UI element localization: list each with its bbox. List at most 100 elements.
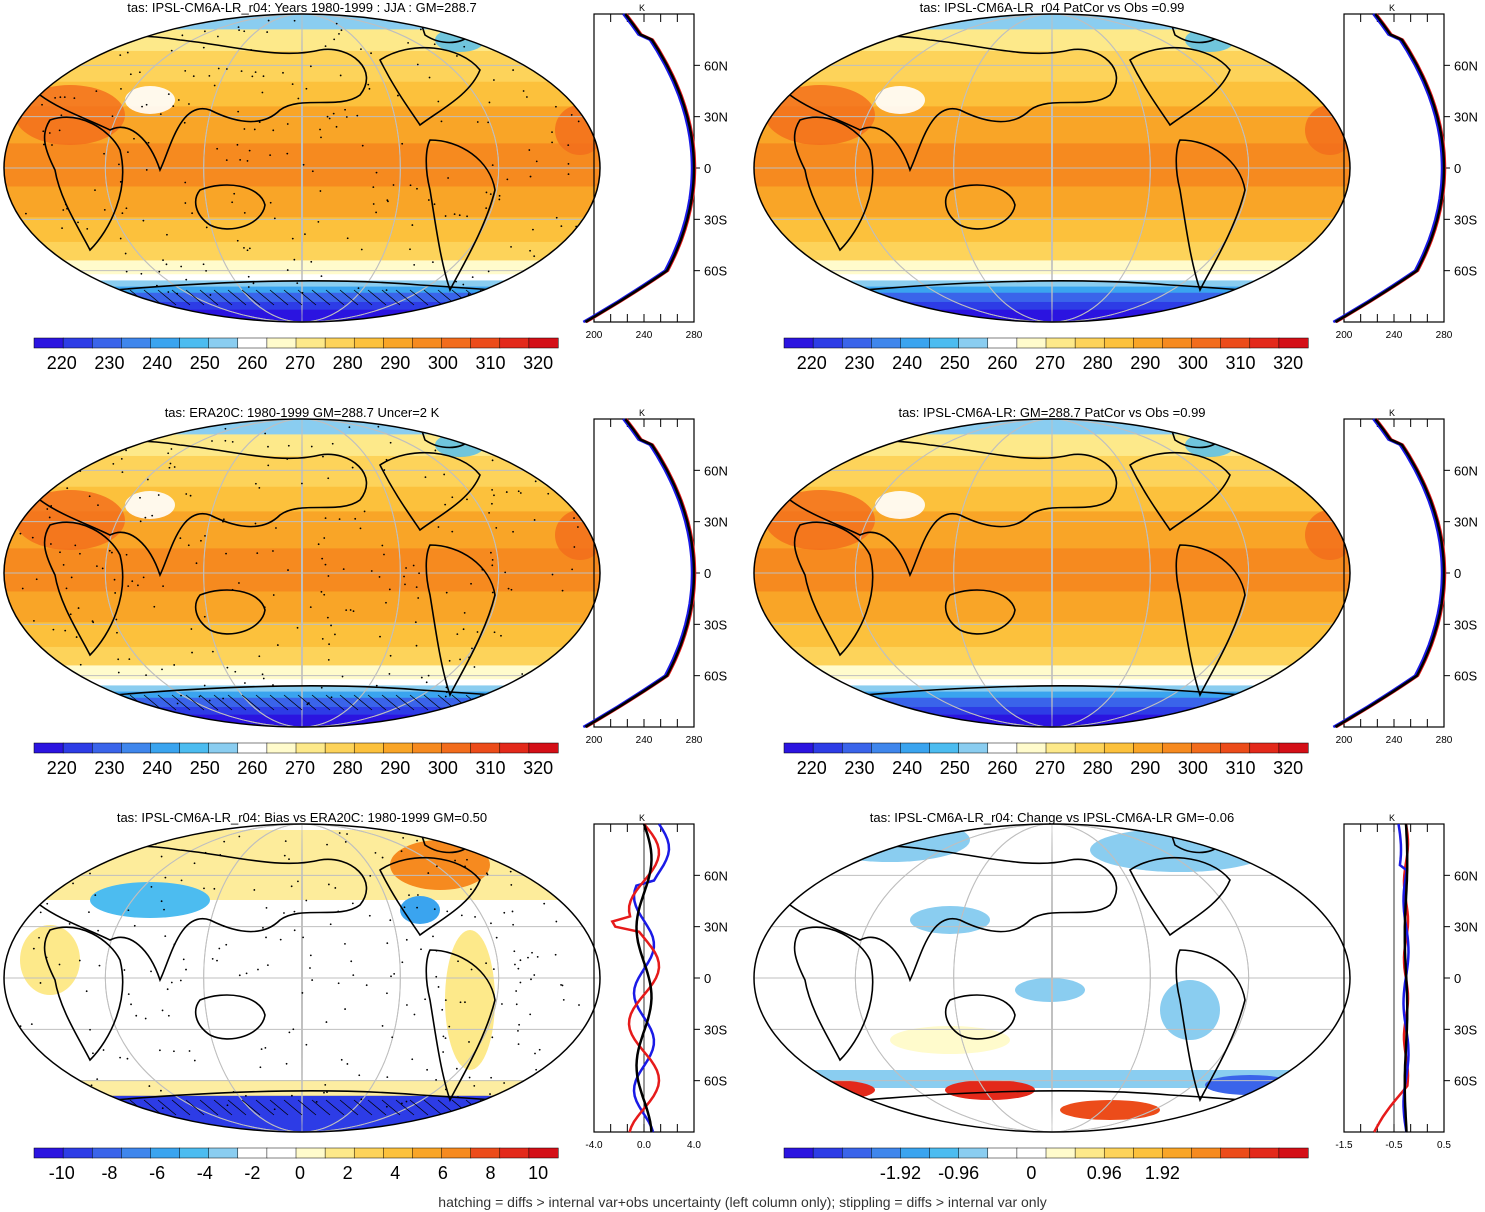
colorbar-tick-label: 290 (380, 758, 410, 778)
profile-lat-label: 30N (1454, 920, 1478, 935)
profile-tick-label: -1.5 (1335, 1140, 1353, 1151)
colorbar-tick-label: 0 (295, 1163, 305, 1183)
colorbar-tick-label: 240 (142, 353, 172, 373)
colorbar-swatch (783, 742, 814, 754)
profile-lat-label: 30S (704, 1022, 727, 1037)
colorbar-swatch (958, 337, 989, 349)
colorbar: 220 230 240 250 260 270 280 290 300 310 320 (783, 337, 1309, 373)
colorbar-tick-label: 250 (940, 353, 970, 373)
profile-tick-label: 280 (686, 330, 703, 341)
colorbar-swatch (383, 337, 413, 349)
colorbar-swatch (208, 1147, 239, 1159)
colorbar-tick-label: 230 (844, 758, 874, 778)
profile-unit: K (639, 813, 645, 823)
colorbar-tick-label: 220 (47, 758, 77, 778)
map-panel-3: tas: ERA20C: 1980-1999 GM=288.7 Uncer=2 … (3, 405, 728, 778)
colorbar-tick-label: -4 (197, 1163, 213, 1183)
profile-line (635, 823, 653, 1133)
colorbar-tick-label: 300 (428, 353, 458, 373)
colorbar-tick-label: 260 (237, 758, 267, 778)
colorbar-tick-label: -10 (49, 1163, 75, 1183)
colorbar-tick-label: 260 (987, 353, 1017, 373)
map-outline (753, 13, 1351, 323)
colorbar-swatch (237, 742, 268, 754)
colorbar-swatch (1191, 1147, 1222, 1159)
map-outline (753, 823, 1351, 1133)
panel-title: tas: IPSL-CM6A-LR: GM=288.7 PatCor vs Ob… (898, 405, 1205, 420)
colorbar-swatch (841, 742, 872, 754)
map-panel-1: tas: IPSL-CM6A-LR_r04: Years 1980-1999 :… (3, 0, 728, 373)
graticule (4, 419, 600, 727)
colorbar-swatch (412, 337, 443, 349)
colorbar-swatch (900, 337, 931, 349)
coastlines (779, 827, 1350, 1111)
colorbar-swatch (237, 1147, 268, 1159)
zonal-profile: K 200 240 280 60N 30N 0 30S 60S (1332, 408, 1478, 746)
colorbar-swatch (528, 742, 559, 754)
profile-unit: K (1389, 813, 1395, 823)
zonal-profile: K 200 240 280 60N 30N 0 30S 60S (582, 3, 728, 341)
colorbar-swatch (295, 742, 326, 754)
profile-lat-label: 60N (1454, 58, 1478, 73)
colorbar-swatch (1133, 337, 1163, 349)
profile-lat-label: 30S (1454, 212, 1477, 227)
colorbar-swatch (91, 1147, 122, 1159)
profile-lat-label: 60N (1454, 868, 1478, 883)
colorbar-swatch (33, 1147, 64, 1159)
colorbar-tick-label: 270 (1035, 353, 1065, 373)
colorbar-swatch (266, 337, 297, 349)
colorbar-swatch (1220, 337, 1251, 349)
colorbar-swatch (208, 337, 239, 349)
profile-line (1335, 13, 1447, 324)
colorbar-swatch (1074, 742, 1105, 754)
profile-unit: K (639, 3, 645, 13)
colorbar-tick-label: 220 (47, 353, 77, 373)
colorbar-swatch (121, 742, 151, 754)
colorbar-tick-label: 250 (190, 758, 220, 778)
profile-lat-label: 60N (704, 463, 728, 478)
colorbar-swatch (871, 1147, 901, 1159)
colorbar-tick-label: 320 (523, 758, 553, 778)
profile-tick-label: 240 (1386, 330, 1403, 341)
colorbar-swatch (1133, 742, 1163, 754)
zonal-profile: K -4.0 0.0 4.0 60N 30N 0 30S 60S (585, 813, 727, 1151)
profile-lat-label: 30N (704, 515, 728, 530)
colorbar-swatch (528, 337, 559, 349)
colorbar-swatch (208, 742, 239, 754)
colorbar-tick-label: 230 (844, 353, 874, 373)
profile-unit: K (1389, 408, 1395, 418)
colorbar-swatch (783, 1147, 814, 1159)
colorbar-swatch (1162, 337, 1193, 349)
colorbar-swatch (1249, 742, 1280, 754)
profile-lat-label: 0 (704, 161, 711, 176)
colorbar-swatch (1045, 1147, 1076, 1159)
colorbar-swatch (1249, 337, 1280, 349)
colorbar-swatch (1074, 337, 1105, 349)
map-outline (3, 418, 601, 728)
colorbar-tick-label: 0 (1026, 1163, 1036, 1183)
colorbar-tick-label: 10 (528, 1163, 548, 1183)
colorbar-swatch (841, 337, 872, 349)
profile-tick-label: 240 (636, 735, 653, 746)
profile-lat-label: 0 (1454, 161, 1461, 176)
colorbar-swatch (499, 1147, 530, 1159)
colorbar-tick-label: 310 (1226, 758, 1256, 778)
panel-title: tas: IPSL-CM6A-LR_r04: Change vs IPSL-CM… (870, 810, 1235, 825)
zonal-profile: K 200 240 280 60N 30N 0 30S 60S (582, 408, 728, 746)
profile-line (584, 13, 696, 324)
map-panel-6: tas: IPSL-CM6A-LR_r04: Change vs IPSL-CM… (753, 810, 1478, 1183)
profile-unit: K (1389, 3, 1395, 13)
graticule (4, 14, 600, 322)
colorbar-tick-label: 240 (892, 353, 922, 373)
colorbar-tick-label: 0.96 (1087, 1163, 1122, 1183)
colorbar-swatch (353, 337, 384, 349)
colorbar-swatch (1074, 1147, 1105, 1159)
colorbar-swatch (1133, 1147, 1163, 1159)
colorbar-swatch (1278, 337, 1309, 349)
colorbar-swatch (441, 1147, 472, 1159)
profile-lat-label: 30N (1454, 110, 1478, 125)
profile-lat-label: 30S (1454, 1022, 1477, 1037)
colorbar-swatch (900, 1147, 931, 1159)
map-outline (3, 823, 601, 1133)
